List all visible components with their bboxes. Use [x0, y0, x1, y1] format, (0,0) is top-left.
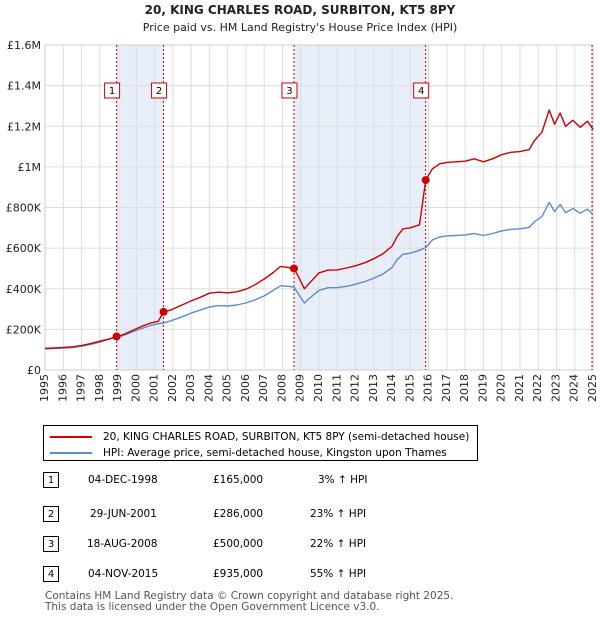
sale-label-number: 3 [286, 86, 292, 97]
series-lines [44, 109, 594, 350]
gridlines [44, 44, 594, 371]
legend-item-property: 20, KING CHARLES ROAD, SURBITON, KT5 8PY… [50, 429, 469, 445]
x-axis: 1995 1996 1997 1998 1999 2000 2001 2002 2003 2004… [38, 374, 599, 402]
y-tick-label: £0 [27, 364, 41, 377]
sale-point [159, 307, 168, 316]
x-tick-label: 2008 [275, 374, 288, 402]
footer-copyright: Contains HM Land Registry data © Crown c… [45, 590, 454, 602]
y-tick-label: £400K [6, 283, 42, 296]
footer-license: This data is licensed under the Open Gov… [45, 601, 380, 613]
sale-labels: 1 2 3 4 [104, 82, 430, 99]
sale-hpi-change: 22% ↑ HPI [310, 538, 367, 550]
legend-label-property: 20, KING CHARLES ROAD, SURBITON, KT5 8PY… [103, 431, 470, 443]
x-tick-label: 2005 [221, 374, 234, 402]
chart-subtitle: Price paid vs. HM Land Registry's House … [143, 21, 458, 34]
footer: Contains HM Land Registry data © Crown c… [45, 591, 453, 613]
sale-date: 29-JUN-2001 [90, 508, 157, 520]
hpi-series-line [44, 201, 594, 350]
x-tick-label: 2018 [458, 374, 471, 402]
legend-label-hpi: HPI: Average price, semi-detached house,… [103, 447, 447, 459]
x-tick-label: 2022 [531, 374, 544, 402]
sale-price: £935,000 [213, 568, 264, 580]
x-tick-label: 2017 [440, 374, 453, 402]
legend-item-hpi: HPI: Average price, semi-detached house,… [50, 445, 447, 461]
sale-point [421, 176, 430, 185]
sale-number-badge: 3 [43, 536, 59, 552]
sale-hpi-change: 23% ↑ HPI [310, 508, 367, 520]
x-tick-label: 2016 [422, 374, 435, 402]
sale-point [112, 332, 121, 341]
x-tick-label: 2009 [294, 374, 307, 402]
x-tick-label: 2003 [184, 374, 197, 402]
y-tick-label: £600K [6, 242, 42, 255]
sale-hpi-change: 3% ↑ HPI [318, 474, 368, 486]
sale-price: £165,000 [213, 474, 264, 486]
x-tick-label: 2004 [202, 374, 215, 402]
x-tick-label: 2015 [403, 374, 416, 402]
sale-row: 4 04-NOV-2015 £935,000 55% ↑ HPI [0, 566, 600, 584]
x-tick-label: 2023 [549, 374, 562, 402]
legend-swatch-property [50, 436, 92, 438]
x-tick-label: 2024 [568, 374, 581, 402]
sale-row: 3 18-AUG-2008 £500,000 22% ↑ HPI [0, 536, 600, 554]
sale-date: 18-AUG-2008 [87, 538, 158, 550]
sale-points [112, 176, 430, 341]
sale-date: 04-DEC-1998 [88, 474, 158, 486]
sale-number-badge: 4 [43, 566, 59, 582]
sale-label-box [281, 82, 298, 99]
sale-number-badge: 1 [43, 472, 59, 488]
price-chart: 20, KING CHARLES ROAD, SURBITON, KT5 8PY… [6, 3, 599, 402]
property-series-line [44, 109, 594, 349]
x-tick-label: 2020 [495, 374, 508, 402]
x-tick-label: 2012 [349, 374, 362, 402]
x-tick-label: 2013 [367, 374, 380, 402]
y-tick-label: £1.2M [7, 120, 41, 133]
x-tick-label: 2025 [586, 374, 599, 402]
sale-label-box [104, 82, 121, 99]
chart-legend: 20, KING CHARLES ROAD, SURBITON, KT5 8PY… [43, 425, 478, 461]
x-tick-label: 2006 [239, 374, 252, 402]
sale-price: £286,000 [213, 508, 264, 520]
sale-label-number: 2 [156, 86, 162, 97]
chart-title: 20, KING CHARLES ROAD, SURBITON, KT5 8PY [145, 3, 456, 17]
x-tick-label: 2007 [257, 374, 270, 402]
x-tick-label: 1995 [38, 374, 51, 402]
sale-point [289, 264, 298, 273]
x-tick-label: 2010 [312, 374, 325, 402]
sale-label-number: 4 [418, 86, 424, 97]
x-tick-label: 2019 [476, 374, 489, 402]
x-tick-label: 2000 [129, 374, 142, 402]
sale-date: 04-NOV-2015 [88, 568, 159, 580]
sale-row: 2 29-JUN-2001 £286,000 23% ↑ HPI [0, 506, 600, 524]
x-tick-label: 2002 [166, 374, 179, 402]
y-tick-label: £200K [6, 323, 42, 336]
x-tick-label: 1996 [56, 374, 69, 402]
x-tick-label: 2001 [148, 374, 161, 402]
sale-label-number: 1 [109, 86, 115, 97]
x-tick-label: 1997 [75, 374, 88, 402]
y-tick-label: £1.6M [7, 39, 41, 52]
legend-swatch-hpi [50, 452, 92, 454]
x-tick-label: 2021 [513, 374, 526, 402]
sale-number-badge: 2 [43, 506, 59, 522]
x-tick-label: 2014 [385, 374, 398, 402]
sale-row: 1 04-DEC-1998 £165,000 3% ↑ HPI [0, 472, 600, 490]
sale-label-box [151, 82, 168, 99]
y-axis: £0 £200K £400K £600K £800K £1M £1.2M £1.4M £1.6M [6, 39, 42, 377]
y-tick-label: £800K [6, 202, 42, 215]
plot-border [44, 44, 594, 371]
x-tick-label: 2011 [330, 374, 343, 402]
sale-hpi-change: 55% ↑ HPI [310, 568, 367, 580]
y-tick-label: £1.4M [7, 80, 41, 93]
x-tick-label: 1998 [93, 374, 106, 402]
sale-label-box [413, 82, 430, 99]
sale-price: £500,000 [213, 538, 264, 550]
x-tick-label: 1999 [111, 374, 124, 402]
y-tick-label: £1M [18, 161, 42, 174]
